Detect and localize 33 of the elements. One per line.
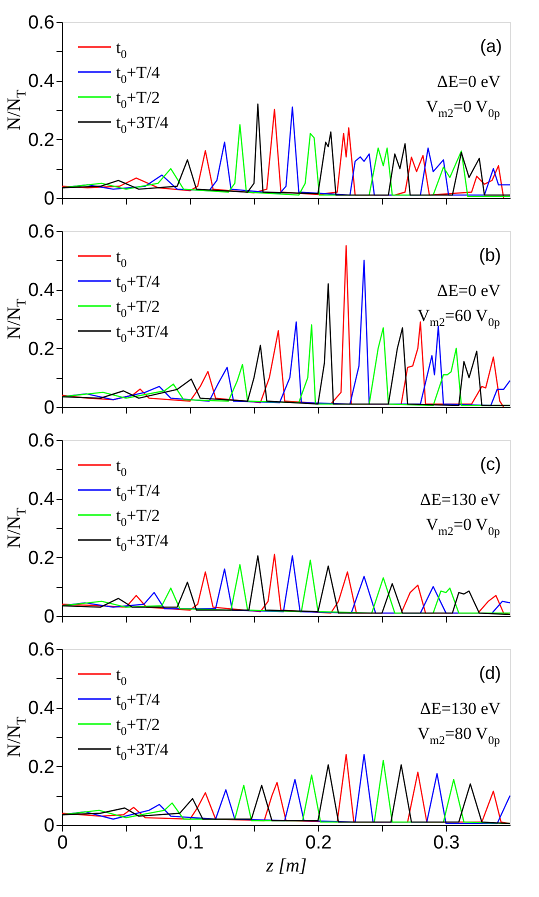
annotation: ΔE=0 eV <box>437 281 502 300</box>
annotation: ΔE=0 eV <box>437 72 502 91</box>
annotation: (d) <box>479 663 502 683</box>
y-tick-label: 0.2 <box>28 130 54 151</box>
y-tick-label: 0.2 <box>28 756 54 778</box>
x-tick-label: 0.2 <box>305 832 332 854</box>
y-axis-title: N/NT <box>4 716 29 758</box>
x-tick-label: 0 <box>57 832 68 854</box>
x-tick-label: 0.1 <box>177 832 204 854</box>
y-tick-label: 0.6 <box>28 640 54 660</box>
y-axis-title: N/NT <box>4 90 29 130</box>
y-tick-label: 0.6 <box>28 222 54 242</box>
y-tick-label: 0 <box>44 606 54 628</box>
y-axis-title: N/NT <box>4 298 29 340</box>
y-axis-title: N/NT <box>4 508 29 548</box>
x-axis-title: z [m] <box>265 856 307 876</box>
y-tick-label: 0.4 <box>28 489 55 510</box>
y-tick-label: 0.6 <box>28 430 54 452</box>
annotation: (c) <box>480 454 502 474</box>
y-tick-label: 0.2 <box>28 338 54 360</box>
y-tick-label: 0 <box>44 816 54 836</box>
y-tick-label: 0.4 <box>28 698 55 720</box>
annotation: (a) <box>480 36 502 56</box>
y-tick-label: 0.6 <box>28 12 54 34</box>
x-tick-label: 0.3 <box>433 832 460 854</box>
annotation: (b) <box>479 245 502 265</box>
y-tick-label: 0.4 <box>28 71 55 92</box>
y-tick-label: 0 <box>44 398 54 418</box>
y-tick-label: 0.2 <box>28 548 54 569</box>
annotation: ΔE=130 eV <box>420 490 502 509</box>
y-tick-label: 0 <box>44 188 54 210</box>
y-tick-label: 0.4 <box>28 280 55 302</box>
annotation: ΔE=130 eV <box>420 699 502 718</box>
